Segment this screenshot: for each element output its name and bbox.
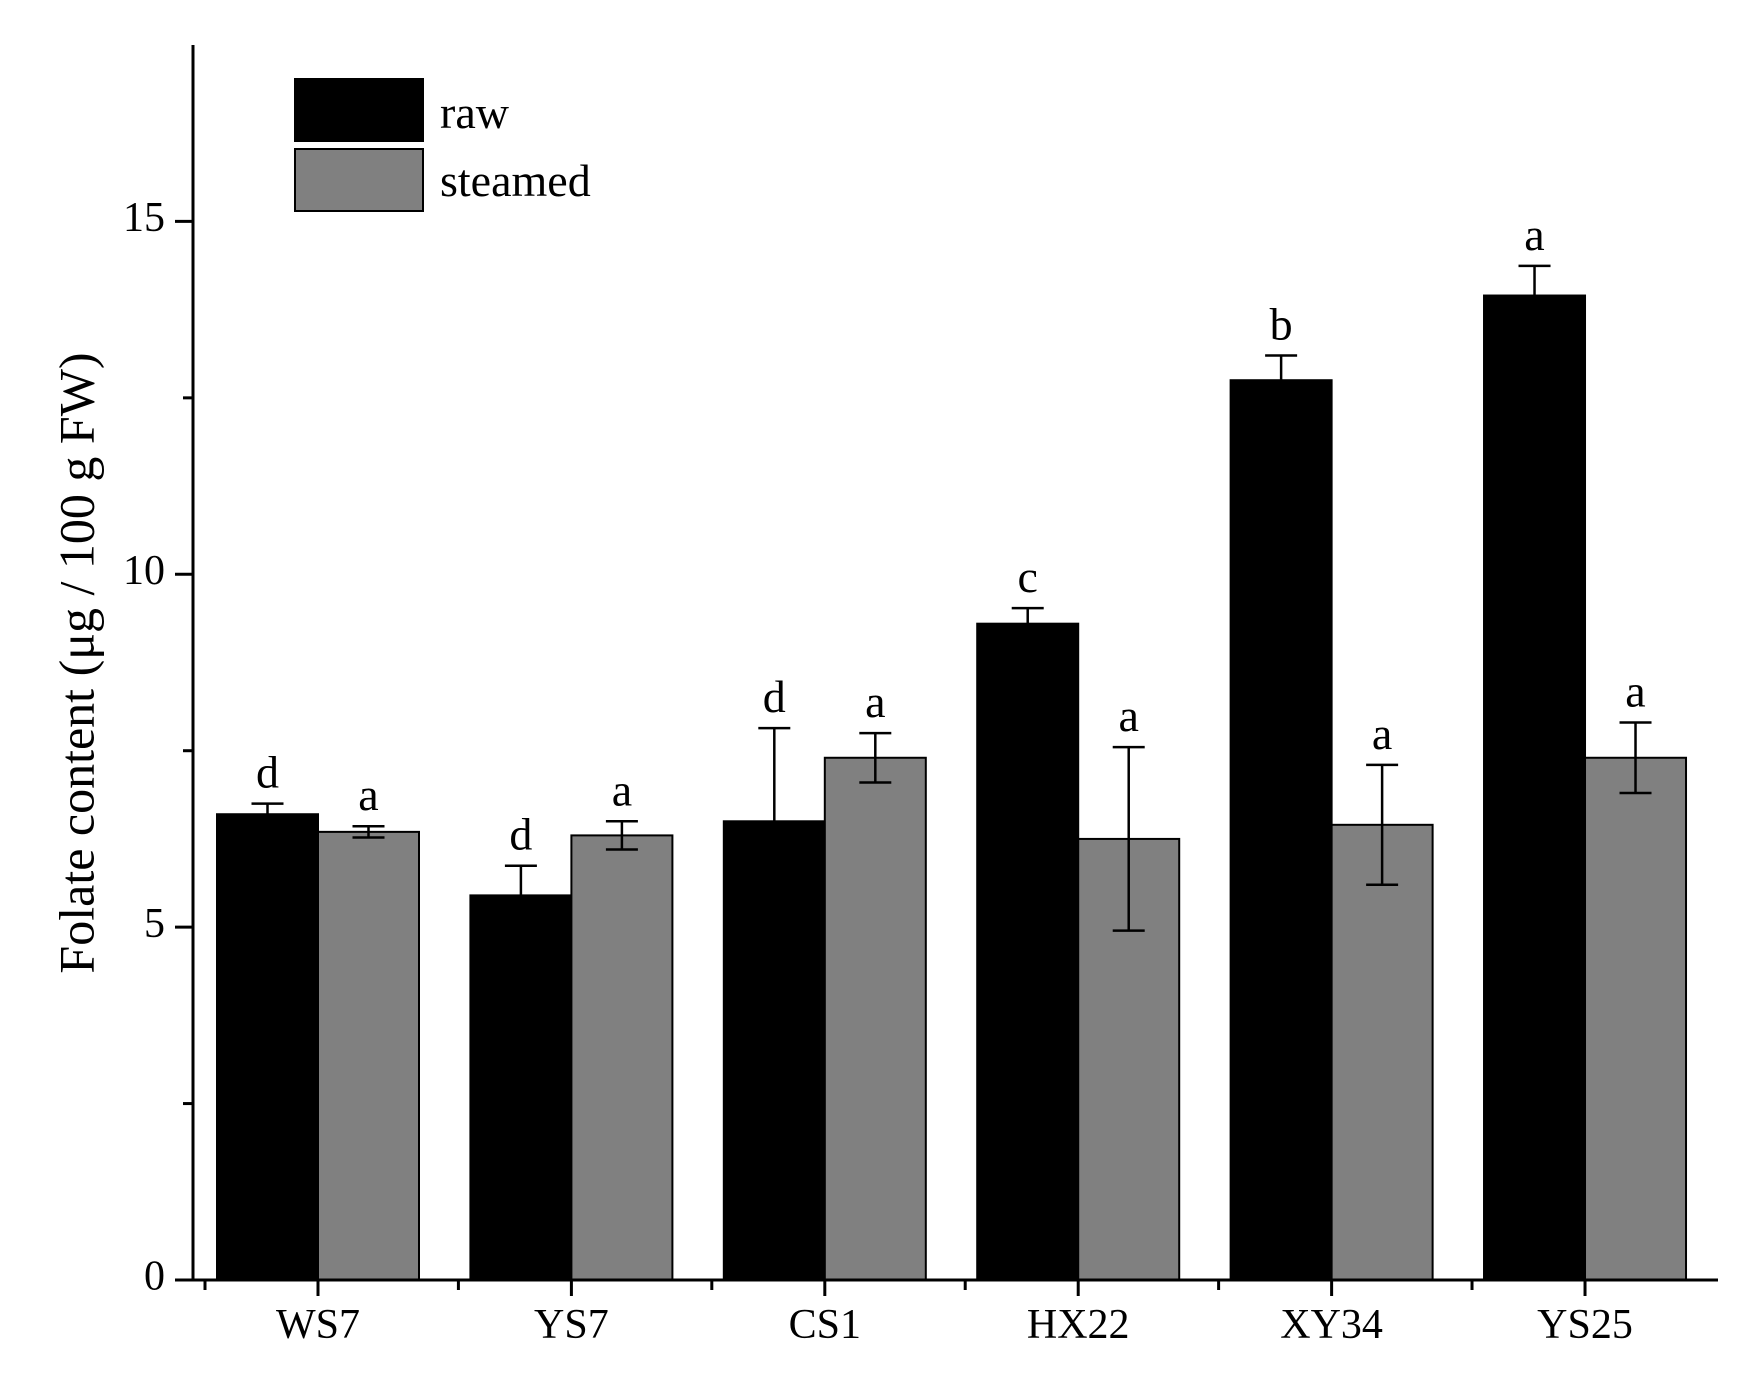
bar-steamed-WS7 — [317, 830, 420, 1281]
y-axis-label: Folate content (μg / 100 g FW) — [48, 352, 104, 973]
bar-steamed-CS1 — [823, 756, 927, 1281]
y-tick-label-15: 15 — [123, 195, 165, 241]
x-tick-label-WS7: WS7 — [276, 1302, 360, 1348]
legend-label-steamed: steamed — [440, 155, 591, 206]
sig-letter-raw-HX22: c — [1018, 551, 1038, 602]
sig-letter-raw-YS25: a — [1524, 209, 1544, 260]
y-tick-label-0: 0 — [144, 1254, 165, 1300]
bar-raw-HX22 — [976, 622, 1080, 1281]
x-tick-label-HX22: HX22 — [1027, 1302, 1130, 1348]
legend-swatch-raw — [294, 78, 424, 142]
x-tick-label-YS25: YS25 — [1537, 1302, 1633, 1348]
bar-raw-XY34 — [1229, 379, 1333, 1281]
sig-letter-steamed-YS25: a — [1625, 665, 1645, 716]
x-ticks-layer: WS7 YS7 CS1 HX22 XY34 YS25 — [203, 1280, 1633, 1348]
sig-letter-raw-WS7: d — [256, 747, 279, 798]
axes-layer — [191, 45, 1718, 1282]
x-tick-label-YS7: YS7 — [534, 1302, 609, 1348]
sig-letter-steamed-WS7: a — [358, 769, 378, 820]
error-bars-layer — [251, 264, 1652, 932]
bars-layer — [216, 294, 1688, 1282]
sig-letter-steamed-CS1: a — [865, 676, 885, 727]
sig-letter-raw-CS1: d — [763, 671, 786, 722]
y-tick-label-5: 5 — [144, 901, 165, 947]
x-tick-label-XY34: XY34 — [1280, 1302, 1383, 1348]
bar-raw-WS7 — [216, 813, 319, 1281]
y-tick-label-10: 10 — [123, 548, 165, 594]
sig-letter-raw-YS7: d — [509, 809, 532, 860]
sig-letter-steamed-YS7: a — [612, 764, 632, 815]
significance-letters-layer: d a d a d a c a b a a a — [256, 209, 1646, 860]
bar-raw-YS7 — [469, 894, 573, 1282]
bar-steamed-YS25 — [1584, 756, 1688, 1281]
legend-label-raw: raw — [440, 87, 510, 138]
sig-letter-steamed-HX22: a — [1119, 690, 1139, 741]
bar-steamed-YS7 — [570, 834, 674, 1282]
legend-swatch-steamed — [294, 148, 424, 212]
sig-letter-steamed-XY34: a — [1372, 708, 1392, 759]
bar-raw-YS25 — [1483, 294, 1587, 1281]
bar-steamed-XY34 — [1330, 823, 1434, 1281]
y-ticks-layer: 0 5 10 15 — [123, 195, 193, 1300]
sig-letter-raw-XY34: b — [1270, 299, 1293, 350]
x-tick-label-CS1: CS1 — [789, 1302, 861, 1348]
legend: raw steamed — [294, 78, 591, 212]
